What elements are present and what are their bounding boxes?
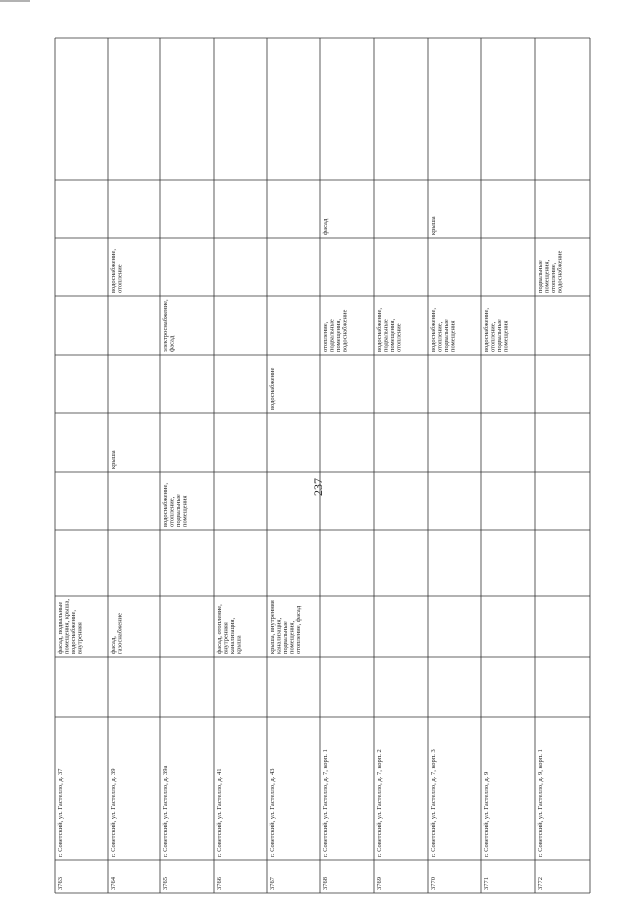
address: г. Советский, ул. Гастелло, д. 9 [483, 772, 490, 857]
page-number: 237 [311, 478, 325, 496]
cell-text: фасад, подвальныепомещения, крыша,водосн… [57, 599, 84, 654]
cell-text: водоснабжение [269, 368, 276, 410]
cell-text: крыша, внутренняяканализация,подвальныеп… [269, 600, 302, 654]
cell-text: подвальныепомещения,отопление,водоснабже… [537, 251, 564, 293]
address: г. Советский, ул. Гастелло, д. 7, корп. … [322, 749, 329, 857]
cell-text: крыша [110, 450, 117, 469]
address: г. Советский, ул. Гастелло, д. 7, корп. … [376, 749, 383, 857]
address: г. Советский, ул. Гастелло, д. 39 [110, 769, 117, 857]
cell-text: крыша [430, 216, 437, 235]
cell-text: водоснабжение,отопление,подвальныепомеще… [162, 483, 189, 527]
row-number: 3772 [537, 877, 544, 890]
cell-text: водоснабжение,подвальныепомещения,отопле… [376, 308, 403, 352]
row-number: 3769 [376, 877, 383, 890]
row-number: 3768 [322, 877, 329, 890]
cell-text: фасад, отопление,внутренняяканализация,к… [216, 604, 243, 654]
address: г. Советский, ул. Гастелло, д. 39а [162, 766, 169, 857]
address: г. Советский, ул. Гастелло, д. 37 [57, 768, 64, 857]
address: г. Советский, ул. Гастелло, д. 41 [216, 769, 223, 857]
cell-text: фасад [322, 218, 329, 235]
cell-text: водоснабжение,отопление,подвальныепомеще… [483, 308, 510, 352]
row-number: 3766 [216, 876, 223, 890]
cell-text: отопление,подвальныепомещения,водоснабже… [322, 310, 349, 352]
address: г. Советский, ул. Гастелло, д. 9, корп. … [537, 749, 544, 857]
address: г. Советский, ул. Гастелло, д. 7, корп. … [430, 749, 437, 857]
row-number: 3765 [162, 877, 169, 890]
cell-text: электроснабжение,фасад [162, 299, 176, 352]
row-number: 3770 [430, 877, 437, 890]
row-number: 3771 [483, 877, 490, 890]
address: г. Советский, ул. Гастелло, д. 43 [269, 769, 276, 857]
row-number: 3764 [110, 876, 117, 890]
cell-text: водоснабжение,отопление [110, 249, 124, 293]
cell-text: водоснабжение,отопление,подвальныепомеще… [430, 308, 457, 352]
cell-text: фасад,газоснабжение [110, 613, 124, 654]
row-number: 3767 [269, 876, 276, 890]
row-number: 3763 [57, 877, 64, 890]
